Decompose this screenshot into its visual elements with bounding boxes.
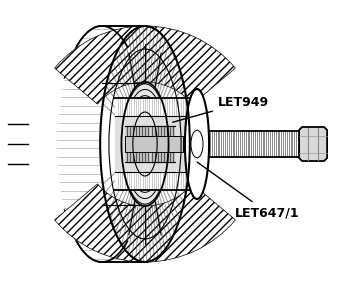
Ellipse shape	[133, 112, 157, 176]
Bar	[125, 136, 183, 152]
Text: LET647/1: LET647/1	[197, 162, 300, 219]
Polygon shape	[57, 26, 145, 262]
Wedge shape	[55, 26, 235, 104]
Polygon shape	[299, 127, 327, 161]
Bar	[125, 126, 175, 162]
Ellipse shape	[121, 82, 169, 206]
Bar	[209, 131, 299, 157]
Wedge shape	[55, 184, 235, 262]
Bar	[115, 98, 197, 190]
Ellipse shape	[100, 26, 190, 262]
Text: LET949: LET949	[173, 96, 269, 122]
Ellipse shape	[185, 89, 209, 199]
Bar	[115, 116, 197, 172]
